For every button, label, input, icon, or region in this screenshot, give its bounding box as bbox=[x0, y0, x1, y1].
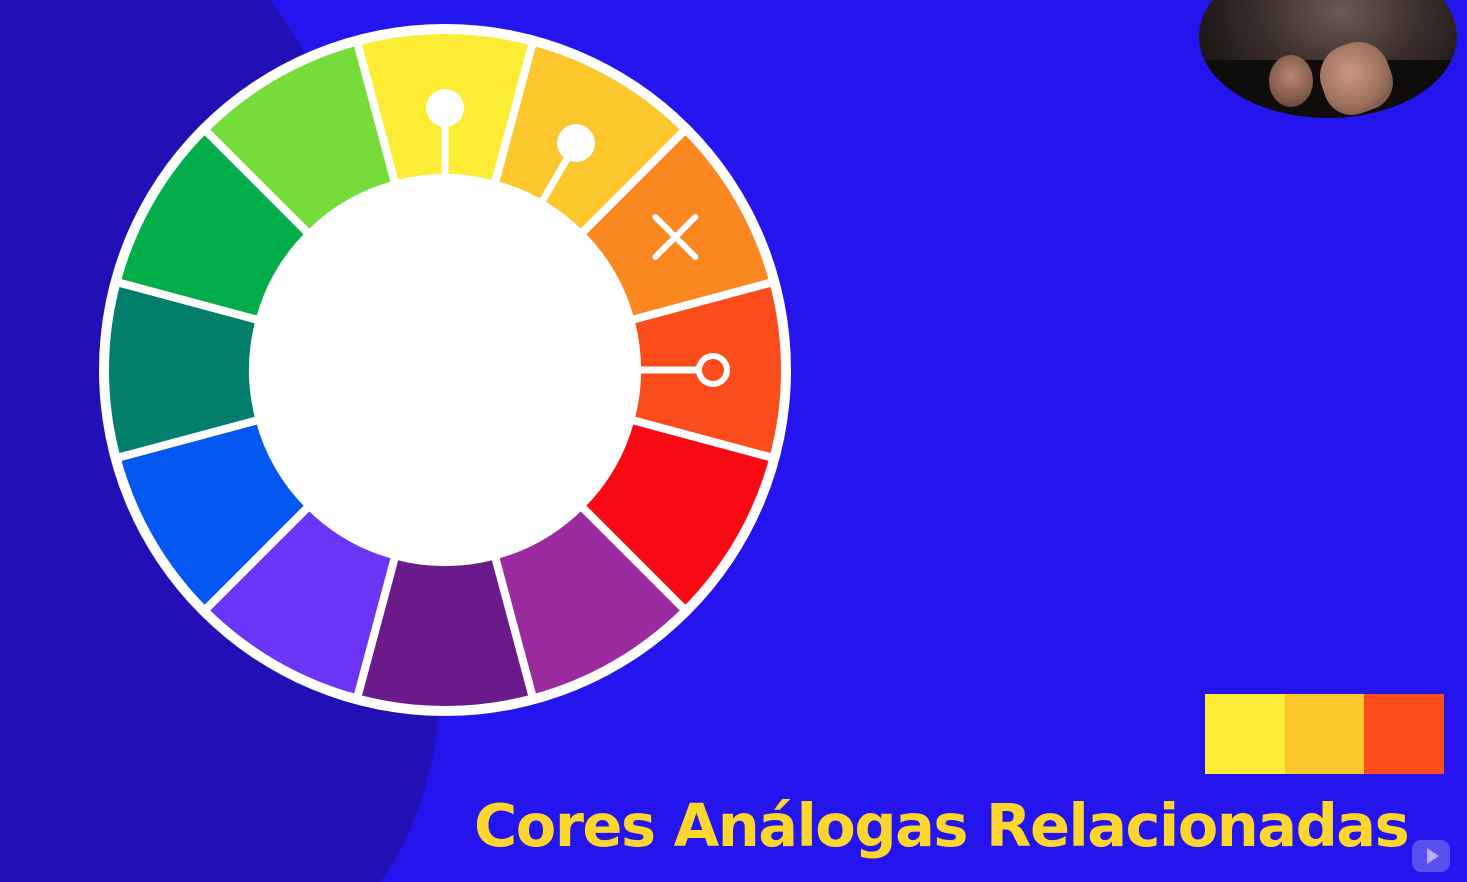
angle-pointers bbox=[426, 89, 730, 387]
swatch-red-orange bbox=[1364, 694, 1445, 774]
pointer-dot-yellow bbox=[426, 89, 464, 127]
color-wheel bbox=[99, 24, 791, 716]
caption-title: Cores Análogas Relacionadas bbox=[474, 791, 1410, 860]
swatch-yellow-orange bbox=[1284, 694, 1365, 774]
pointer-dot-red-orange bbox=[696, 353, 730, 387]
swatch-yellow bbox=[1205, 694, 1285, 774]
analogous-palette bbox=[1205, 694, 1445, 774]
pointer-dot-yellow-orange bbox=[557, 124, 595, 163]
pointer-line-yellow-orange bbox=[441, 139, 580, 374]
close-icon bbox=[652, 214, 699, 260]
presenter-webcam bbox=[1199, 0, 1457, 118]
play-icon bbox=[1412, 840, 1450, 872]
wheel-segment-yellow-green bbox=[200, 37, 400, 239]
